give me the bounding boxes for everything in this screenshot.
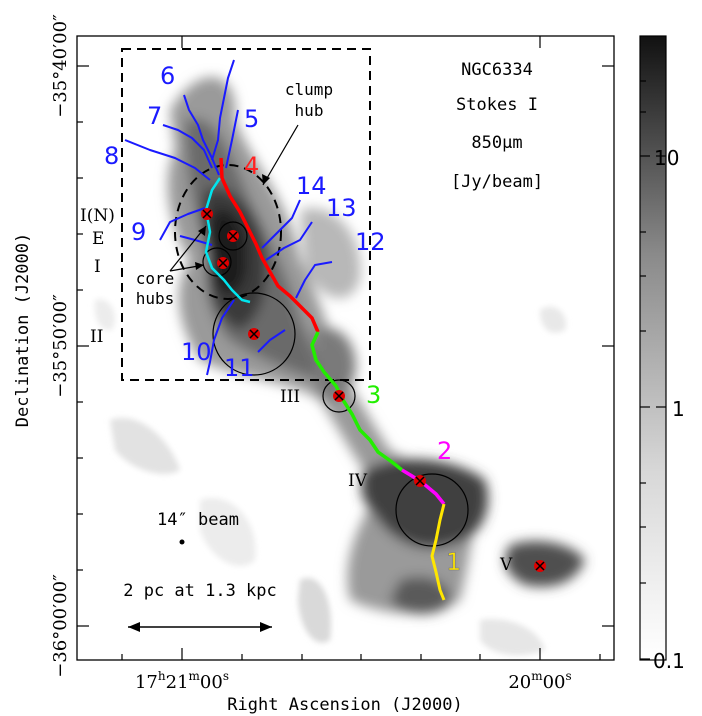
axis-ticks <box>77 36 614 660</box>
region-circle-II <box>212 292 296 376</box>
x-axis-label: Right Ascension (J2000) <box>227 695 462 715</box>
y-tick-label: −35°40′00″ <box>50 14 71 118</box>
hub-marker <box>217 257 229 269</box>
hub-marker <box>248 328 260 340</box>
hub-markers <box>201 208 546 572</box>
region-label-V: V <box>499 555 513 575</box>
hub-marker <box>414 475 426 487</box>
map-title-stokes: Stokes I <box>456 95 538 115</box>
filament-14 <box>261 199 301 249</box>
colorbar-tick-label: 0.1 <box>653 649 685 673</box>
filament-labels: 6 5 7 8 4 14 13 9 12 10 11 3 2 1 <box>104 62 462 576</box>
filament-label-7: 7 <box>147 102 162 130</box>
core-hub-circle <box>202 247 232 277</box>
colorbar-tick-label: 1 <box>672 397 685 421</box>
beam-label: 14″ beam <box>157 510 239 530</box>
hub-marker <box>534 560 546 572</box>
clump-hub-label-line1: clump <box>285 80 333 99</box>
core-hubs-label-line2: hubs <box>136 289 175 308</box>
core-hubs-label-line1: core <box>136 269 175 288</box>
filament-label-2: 2 <box>437 437 452 465</box>
map-title-source: NGC6334 <box>461 60 533 80</box>
hub-marker <box>333 390 345 402</box>
scale-bar-label: 2 pc at 1.3 kpc <box>123 581 277 601</box>
map-title-block: NGC6334 Stokes I 850μm [Jy/beam] <box>451 60 543 192</box>
filament-1 <box>430 503 446 601</box>
region-label-III: III <box>280 387 300 407</box>
region-label-E: E <box>92 229 104 249</box>
y-tick-labels: −35°40′00″ −35°50′00″ −36°00′00″ <box>50 14 71 678</box>
x-tick-label: 20m00s <box>508 669 571 693</box>
filament-5b <box>225 109 239 169</box>
beam-marker <box>179 539 185 545</box>
cyan-filament <box>204 177 251 304</box>
y-axis-label: Declination (J2000) <box>13 233 33 427</box>
y-tick-label: −36°00′00″ <box>50 574 71 678</box>
colorbar-tick-label: 10 <box>654 146 679 170</box>
region-label-II: II <box>90 327 103 347</box>
filament-label-14: 14 <box>296 172 327 200</box>
filament-label-5: 5 <box>244 105 259 133</box>
filament-label-6: 6 <box>160 62 175 90</box>
filament-label-8: 8 <box>104 142 119 170</box>
y-tick-label: −35°50′00″ <box>50 294 71 398</box>
scale-bar <box>128 622 272 632</box>
filament-label-12: 12 <box>355 228 386 256</box>
x-tick-labels: 17h21m00s 20m00s <box>135 669 572 693</box>
filament-7 <box>162 124 213 169</box>
blue-filaments <box>124 59 333 376</box>
filament-label-13: 13 <box>326 194 357 222</box>
filament-11 <box>257 329 286 353</box>
filament-6 <box>183 94 220 176</box>
emission-map <box>94 77 585 656</box>
core-hub-circle <box>218 221 248 251</box>
filament-4 <box>219 157 320 333</box>
filament-5 <box>211 59 235 161</box>
region-label-IV: IV <box>348 471 368 491</box>
x-tick-label: 17h21m00s <box>135 669 229 693</box>
filament-label-10: 10 <box>181 338 212 366</box>
colorbar: 10 1 0.1 <box>639 35 685 673</box>
filament-10 <box>206 299 235 376</box>
region-labels: I(N) E I II III IV V <box>80 206 513 575</box>
region-label-I: I <box>94 257 101 277</box>
filament-label-4: 4 <box>244 152 259 180</box>
region-label-IN: I(N) <box>80 206 115 226</box>
map-title-units: [Jy/beam] <box>451 172 543 192</box>
plot-frame <box>76 35 615 661</box>
region-circle-III <box>322 379 356 413</box>
map-title-wavelength: 850μm <box>471 133 522 153</box>
filament-13 <box>265 221 313 261</box>
filament-3 <box>310 331 404 472</box>
filament-label-3: 3 <box>366 381 381 409</box>
zoom-region-box <box>121 48 371 381</box>
filament-label-9: 9 <box>131 218 146 246</box>
filament-label-1: 1 <box>446 548 461 576</box>
filament-9 <box>159 207 206 241</box>
colorbar-gradient <box>639 35 667 661</box>
filament-8 <box>124 139 211 181</box>
clump-hub-ellipse <box>174 164 282 300</box>
filament-label-11: 11 <box>224 354 255 382</box>
hub-marker <box>201 208 213 220</box>
filament-12 <box>295 261 333 299</box>
hub-marker <box>227 230 239 242</box>
clump-hub-label-line2: hub <box>295 101 324 120</box>
core-hubs-annotation: core hubs <box>136 225 207 308</box>
clump-hub-annotation: clump hub <box>262 80 333 186</box>
region-circle-IV <box>395 473 469 547</box>
